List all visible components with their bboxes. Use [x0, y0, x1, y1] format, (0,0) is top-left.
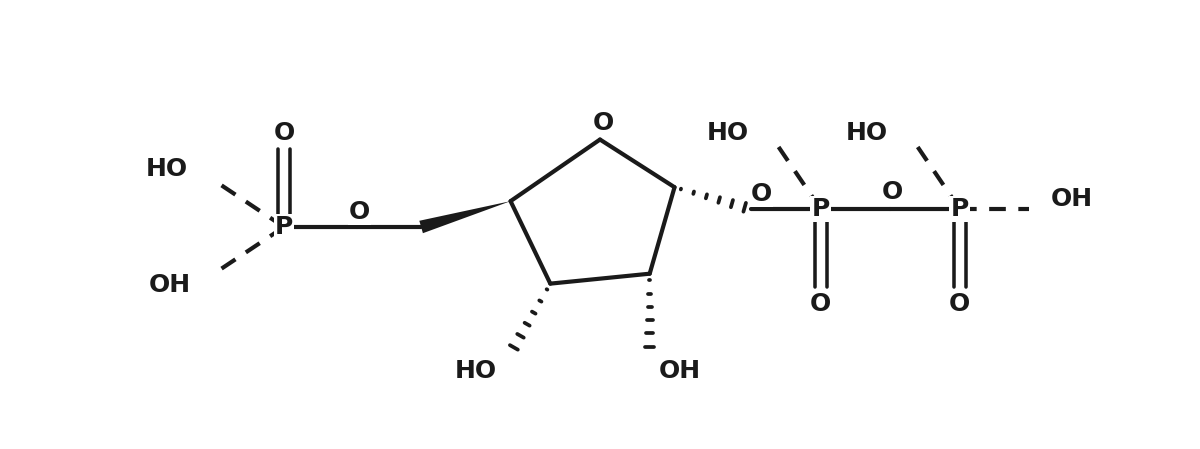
Text: HO: HO: [846, 121, 888, 145]
Text: O: O: [593, 110, 613, 135]
Text: O: O: [882, 180, 902, 204]
Text: HO: HO: [145, 157, 187, 181]
Text: HO: HO: [707, 121, 749, 145]
Text: HO: HO: [455, 359, 497, 383]
Text: P: P: [811, 197, 829, 221]
Polygon shape: [419, 201, 510, 233]
Text: O: O: [949, 291, 971, 316]
Text: P: P: [950, 197, 968, 221]
Text: O: O: [349, 200, 370, 224]
Text: O: O: [750, 182, 772, 206]
Text: O: O: [274, 121, 294, 145]
Text: O: O: [810, 291, 832, 316]
Text: OH: OH: [1051, 187, 1093, 211]
Text: OH: OH: [149, 273, 191, 297]
Text: OH: OH: [659, 359, 701, 383]
Text: P: P: [275, 215, 293, 239]
